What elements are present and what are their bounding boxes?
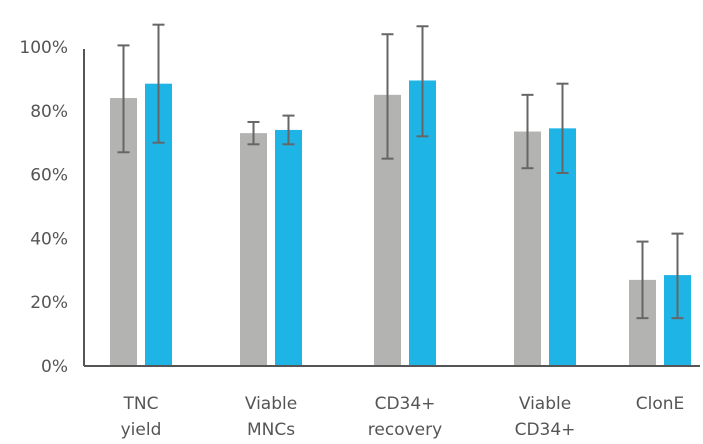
bars	[110, 80, 691, 367]
y-axis-ticks: 0% 20% 40% 60% 80% 100%	[19, 38, 68, 377]
y-tick-label: 100%	[19, 38, 68, 58]
x-category-label: recovery	[368, 420, 442, 440]
axes	[83, 49, 700, 367]
bar	[240, 133, 267, 366]
x-category-label: MNCs	[247, 420, 295, 440]
y-tick-label: 20%	[30, 293, 68, 313]
bar	[275, 129, 302, 366]
x-category-label: TNC	[123, 394, 159, 414]
y-tick-label: 60%	[30, 166, 68, 186]
x-category-label: ClonE	[636, 394, 685, 414]
y-tick-label: 80%	[30, 102, 68, 122]
bar	[514, 131, 541, 366]
y-tick-label: 40%	[30, 229, 68, 249]
category-labels: TNC yield Viable MNCs CD34+ recovery Viable CD3…	[121, 394, 685, 440]
x-category-label: Viable	[245, 394, 297, 414]
x-category-label: Viable	[519, 394, 571, 414]
x-category-label: yield	[121, 420, 162, 440]
x-category-label: CD34+	[375, 394, 436, 414]
x-category-label: CD34+	[515, 420, 576, 440]
error-bars	[117, 23, 684, 320]
y-tick-label: 0%	[41, 357, 68, 377]
